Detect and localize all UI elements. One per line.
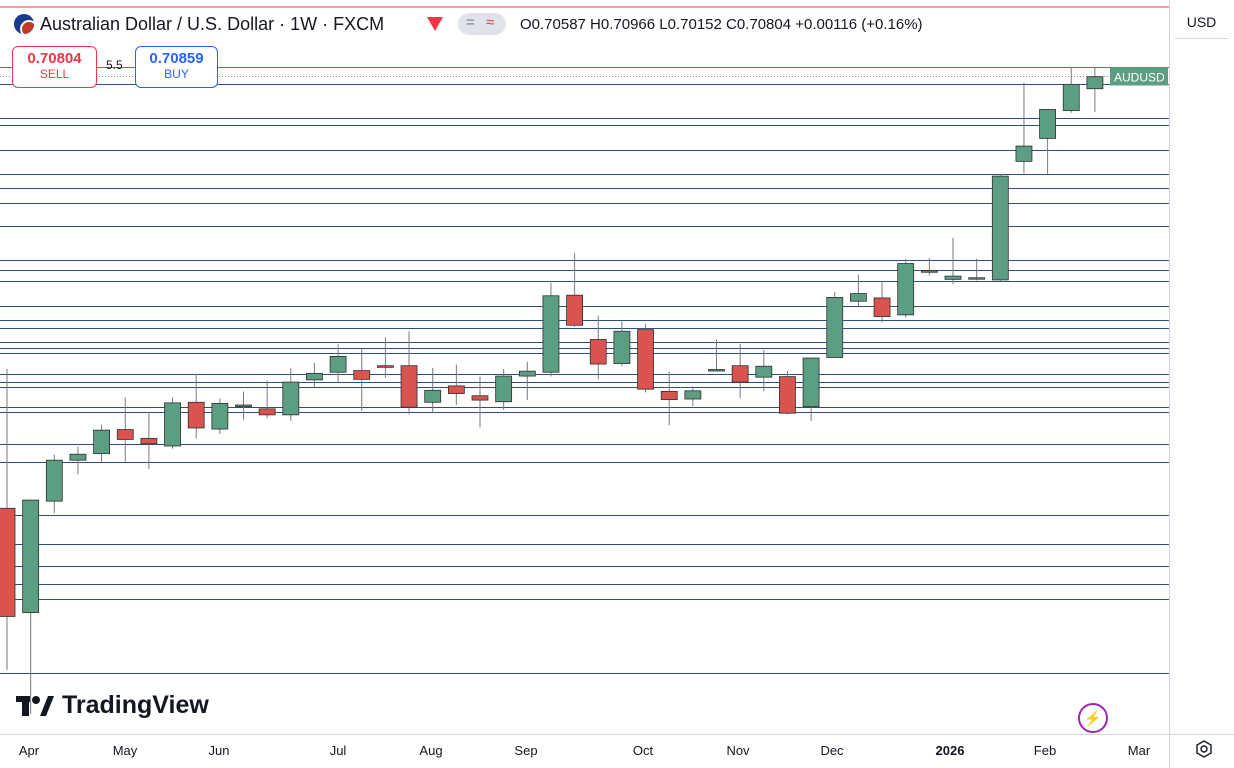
candle-body[interactable]	[518, 370, 536, 377]
candle-body[interactable]	[755, 365, 773, 378]
market-status-icon	[427, 17, 443, 31]
candles	[0, 67, 1104, 714]
price-axis[interactable]	[1169, 0, 1234, 768]
horizontal-levels	[0, 67, 1169, 674]
candle-body[interactable]	[235, 404, 252, 407]
candle-body[interactable]	[802, 357, 820, 408]
candle-body[interactable]	[164, 402, 181, 447]
candle-body[interactable]	[258, 408, 276, 416]
time-axis-label: Feb	[1034, 743, 1056, 758]
candle-body[interactable]	[0, 507, 16, 617]
time-axis-label: Jul	[330, 743, 347, 758]
time-axis-label: Sep	[514, 743, 537, 758]
candle-body[interactable]	[731, 365, 749, 383]
sell-label: SELL	[39, 67, 70, 81]
candle-body[interactable]	[187, 401, 205, 429]
symbol-title[interactable]: Australian Dollar / U.S. Dollar · 1W · F…	[40, 14, 385, 34]
spread-value: 5.5	[106, 58, 123, 72]
candle-body[interactable]	[944, 275, 962, 280]
candle-body[interactable]	[376, 365, 394, 368]
candle-body[interactable]	[45, 459, 63, 502]
buy-label: BUY	[164, 67, 189, 81]
time-axis-label: 2026	[936, 743, 965, 758]
candle-body[interactable]	[1062, 83, 1080, 111]
tradingview-logo: TradingView	[62, 691, 209, 719]
equals-icon: =	[466, 14, 475, 31]
time-axis-label: Apr	[19, 743, 40, 758]
candle-body[interactable]	[329, 356, 347, 373]
candle-body[interactable]	[93, 429, 110, 455]
candle-body[interactable]	[69, 453, 87, 461]
tradingview-logo-icon	[16, 696, 54, 716]
candle-body[interactable]	[447, 385, 465, 394]
candle-body[interactable]	[850, 293, 867, 302]
candle-body[interactable]	[471, 395, 489, 401]
candle-body[interactable]	[495, 375, 513, 403]
candle-body[interactable]	[306, 372, 323, 381]
symbol-tag-label: AUDUSD	[1114, 71, 1165, 85]
time-axis-label: Aug	[419, 743, 442, 758]
time-axis-label: Jun	[209, 743, 230, 758]
time-axis-label: Mar	[1128, 743, 1151, 758]
time-axis-label: May	[113, 743, 138, 758]
buy-price: 0.70859	[149, 50, 204, 67]
lightning-icon[interactable]: ⚡	[1078, 703, 1108, 733]
candle-body[interactable]	[353, 370, 371, 380]
ohlc-readout: O0.70587 H0.70966 L0.70152 C0.70804 +0.0…	[520, 16, 923, 33]
sell-button[interactable]: 0.70804 SELL	[12, 46, 97, 88]
settings-icon[interactable]	[1195, 740, 1213, 758]
candle-body[interactable]	[779, 376, 796, 414]
candle-body[interactable]	[613, 330, 631, 364]
candle-body[interactable]	[400, 365, 418, 408]
time-axis-label: Dec	[820, 743, 844, 758]
candle-body[interactable]	[424, 389, 442, 403]
time-axis-label: Oct	[633, 743, 654, 758]
buy-button[interactable]: 0.70859 BUY	[135, 46, 218, 88]
candle-body[interactable]	[140, 437, 158, 445]
candle-body[interactable]	[1039, 109, 1056, 139]
chart-header: Australian Dollar / U.S. Dollar · 1W · F…	[0, 0, 1168, 50]
sell-price: 0.70804	[27, 50, 82, 67]
candle-body[interactable]	[897, 263, 915, 316]
candle-body[interactable]	[684, 390, 702, 400]
flag-icon	[14, 14, 34, 34]
candle-body[interactable]	[708, 369, 725, 372]
candle-body[interactable]	[211, 402, 229, 430]
candle-body[interactable]	[542, 295, 560, 373]
time-axis-label: Nov	[726, 743, 750, 758]
candle-body[interactable]	[660, 390, 678, 400]
candle-body[interactable]	[116, 429, 134, 440]
candle-body[interactable]	[282, 381, 300, 416]
candle-body[interactable]	[873, 297, 891, 317]
compare-toggle[interactable]: = ≈	[458, 13, 506, 35]
candle-body[interactable]	[637, 329, 654, 390]
candle-body[interactable]	[968, 277, 986, 280]
candle-body[interactable]	[920, 270, 938, 273]
candle-body[interactable]	[589, 339, 607, 365]
candle-body[interactable]	[1086, 76, 1104, 90]
time-axis-divider	[0, 734, 1234, 735]
currency-selector[interactable]: USD	[1169, 14, 1234, 39]
candle-body[interactable]	[566, 294, 583, 326]
candle-body[interactable]	[826, 296, 844, 358]
approx-icon: ≈	[486, 14, 495, 31]
candle-body[interactable]	[1015, 145, 1033, 162]
candle-body[interactable]	[991, 175, 1009, 281]
symbol-tag	[1110, 67, 1168, 86]
candle-body[interactable]	[22, 499, 40, 614]
